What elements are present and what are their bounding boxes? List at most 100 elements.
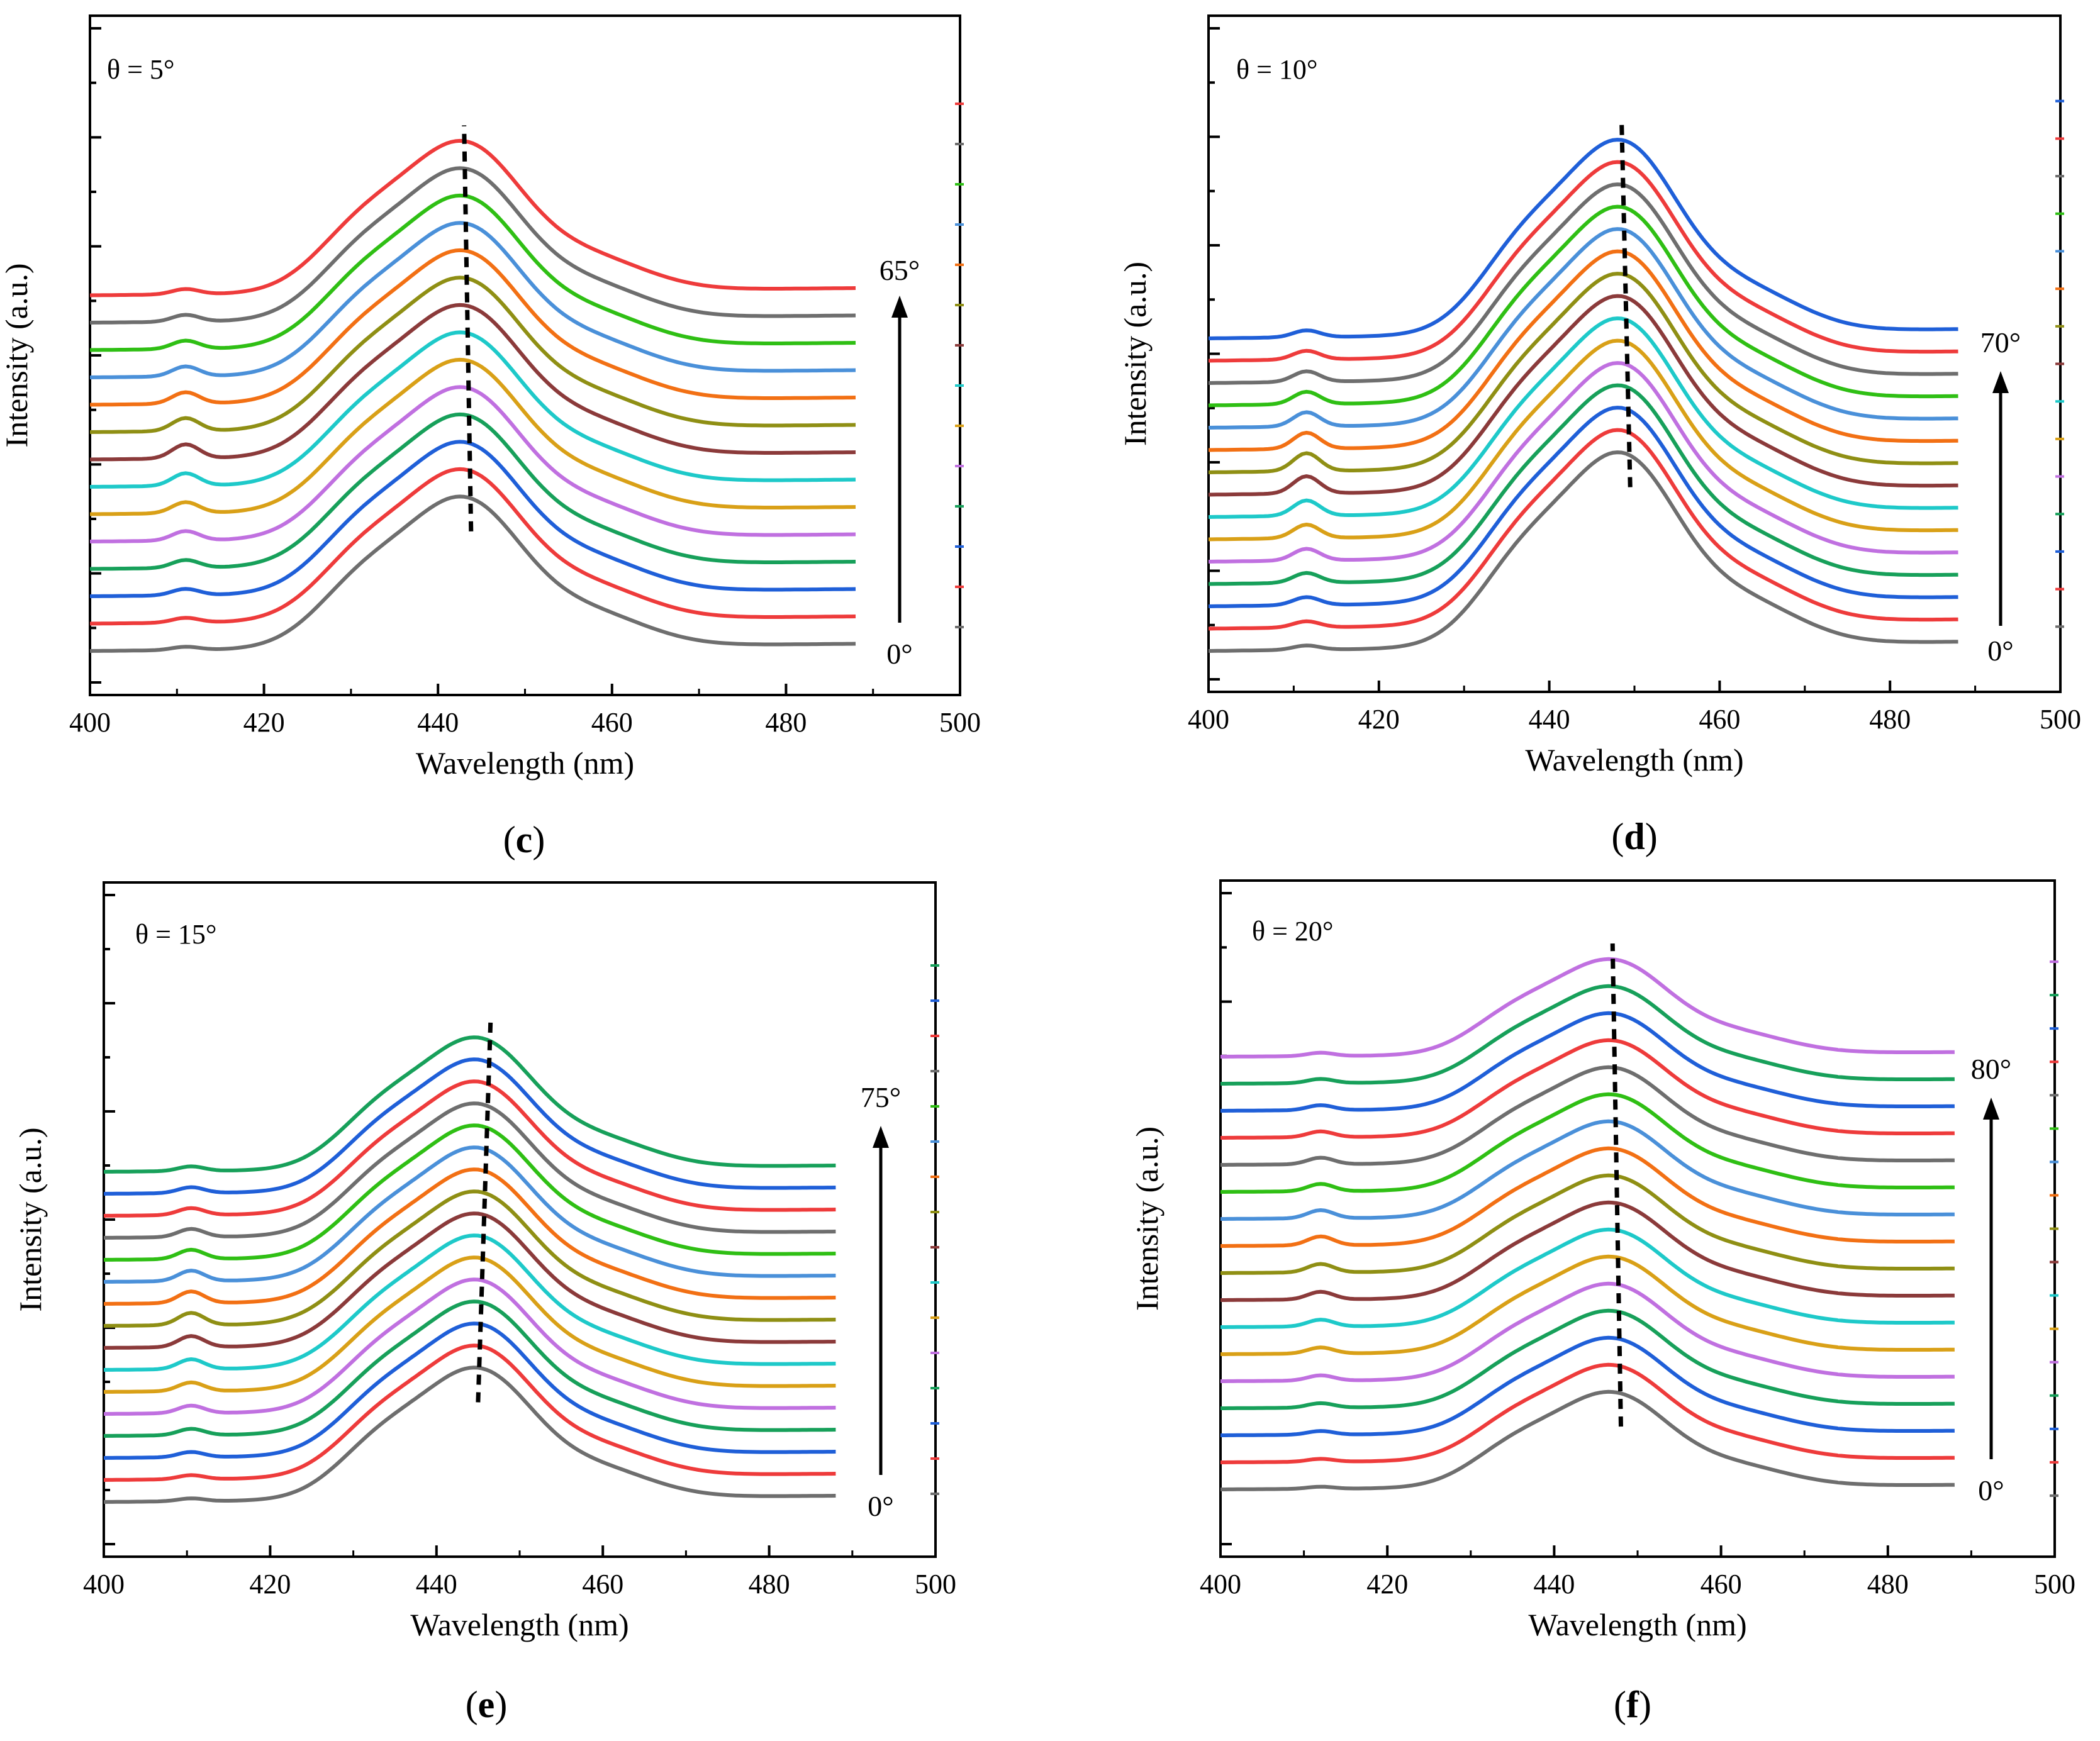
spectrum-series-9 [89, 248, 856, 407]
x-tick-label: 460 [1699, 704, 1740, 735]
angle-start-label: 0° [868, 1490, 893, 1522]
chart-panel-c: 400 420 440 460 480 500 Wavelength (nm) Intensi… [0, 14, 981, 860]
spectrum-series-2 [103, 1321, 836, 1460]
spectrum-series-0 [1220, 1389, 1955, 1491]
x-tick-label: 480 [1869, 704, 1911, 735]
x-tick-label: 400 [1188, 704, 1229, 735]
x-tick-label: 420 [1358, 704, 1400, 735]
x-axis-label: Wavelength (nm) [410, 1607, 628, 1642]
spectrum-series-8 [1208, 272, 1958, 474]
plot-frame [1207, 14, 2062, 693]
chart-panel-d: 400 420 440 460 480 500 Wavelength (nm) Intensi… [1117, 14, 2081, 857]
spectrum-series-7 [1220, 1200, 1955, 1302]
caption-close-paren: ) [1645, 816, 1658, 857]
spectrum-series-7 [103, 1211, 836, 1350]
spectrum-series-14 [1208, 138, 1958, 340]
x-tick-label: 480 [1867, 1569, 1909, 1599]
spectrum-series-12 [89, 166, 856, 325]
angle-arrow-head [1983, 1098, 1999, 1120]
spectrum-series-14 [1220, 1011, 1955, 1113]
angle-arrow-head [1992, 371, 2009, 393]
x-tick-label: 500 [2040, 704, 2081, 735]
spectrum-series-12 [1208, 182, 1958, 385]
spectrum-series-7 [1208, 294, 1958, 497]
y-axis-label: Intensity (a.u.) [1129, 1126, 1164, 1311]
caption-letter: f [1626, 1684, 1639, 1725]
x-tick-label: 500 [915, 1569, 956, 1599]
spectrum-series-11 [103, 1123, 836, 1262]
caption-letter: c [516, 819, 533, 860]
spectrum-series-3 [103, 1299, 836, 1438]
spectrum-series-5 [89, 357, 856, 516]
spectrum-series-13 [89, 138, 856, 298]
chart-panel-f: 400 420 440 460 480 500 Wavelength (nm) Intensi… [1129, 879, 2075, 1725]
spectrum-series-5 [103, 1255, 836, 1394]
spectrum-series-9 [103, 1167, 836, 1306]
spectrum-series-1 [103, 1343, 836, 1482]
caption-letter: e [478, 1684, 495, 1725]
theta-label: θ = 10° [1236, 54, 1318, 85]
panel-caption: (e) [466, 1684, 508, 1725]
panel-caption: (c) [503, 819, 545, 860]
spectrum-series-5 [1208, 338, 1958, 542]
x-tick-label: 400 [1200, 1569, 1241, 1599]
angle-start-label: 0° [1987, 635, 2013, 667]
x-tick-label: 500 [2034, 1569, 2075, 1599]
caption-open-paren: ( [466, 1684, 478, 1725]
caption-close-paren: ) [494, 1684, 507, 1725]
x-axis-label: Wavelength (nm) [416, 745, 634, 781]
x-tick-label: 440 [417, 707, 459, 738]
spectrum-series-16 [1220, 957, 1955, 1059]
caption-close-paren: ) [1639, 1684, 1651, 1725]
theta-label: θ = 5° [107, 54, 175, 85]
spectrum-series-6 [103, 1233, 836, 1372]
x-tick-label: 480 [749, 1569, 790, 1599]
spectrum-series-11 [1208, 204, 1958, 408]
spectrum-series-2 [89, 440, 856, 598]
spectrum-series-15 [103, 1035, 836, 1174]
x-tick-label: 400 [83, 1569, 125, 1599]
angle-end-label: 70° [1980, 326, 2021, 359]
y-axis-label: Intensity (a.u.) [1117, 262, 1153, 446]
spectrum-series-11 [1220, 1092, 1955, 1194]
panel-caption: (d) [1611, 816, 1657, 857]
y-axis-label: Intensity (a.u.) [13, 1128, 48, 1312]
spectrum-series-10 [89, 221, 856, 379]
spectrum-series-1 [1220, 1362, 1955, 1464]
spectrum-series-10 [103, 1145, 836, 1284]
spectrum-series-10 [1208, 227, 1958, 430]
y-axis-label: Intensity (a.u.) [0, 264, 34, 448]
spectrum-series-3 [1208, 383, 1958, 586]
peak-trend-line [1619, 124, 1633, 487]
spectrum-series-9 [1208, 249, 1958, 452]
x-axis-label: Wavelength (nm) [1528, 1607, 1746, 1642]
x-tick-label: 420 [243, 707, 285, 738]
angle-arrow-head [873, 1126, 889, 1148]
spectrum-series-4 [89, 385, 856, 543]
caption-open-paren: ( [1614, 1684, 1626, 1725]
x-tick-label: 440 [416, 1569, 457, 1599]
spectrum-series-4 [1208, 361, 1958, 564]
spectrum-series-12 [1220, 1065, 1955, 1167]
caption-letter: d [1624, 816, 1645, 857]
chart-panel-e: 400 420 440 460 480 500 Wavelength (nm) Intensi… [13, 881, 956, 1725]
spectrum-series-15 [1220, 984, 1955, 1086]
caption-close-paren: ) [532, 819, 545, 860]
x-tick-label: 420 [1366, 1569, 1408, 1599]
spectrum-series-5 [1220, 1254, 1955, 1356]
peak-trend-line [462, 125, 474, 531]
caption-open-paren: ( [1611, 816, 1624, 857]
caption-open-paren: ( [503, 819, 516, 860]
spectrum-series-7 [89, 303, 856, 462]
spectrum-series-13 [103, 1079, 836, 1218]
spectrum-series-8 [89, 275, 856, 434]
angle-end-label: 65° [880, 254, 920, 286]
spectrum-series-14 [103, 1057, 836, 1196]
x-tick-label: 460 [591, 707, 633, 738]
x-tick-label: 440 [1533, 1569, 1575, 1599]
spectrum-series-1 [1208, 428, 1958, 631]
spectrum-series-10 [1220, 1119, 1955, 1221]
x-tick-label: 420 [249, 1569, 291, 1599]
angle-end-label: 80° [1971, 1053, 2011, 1085]
